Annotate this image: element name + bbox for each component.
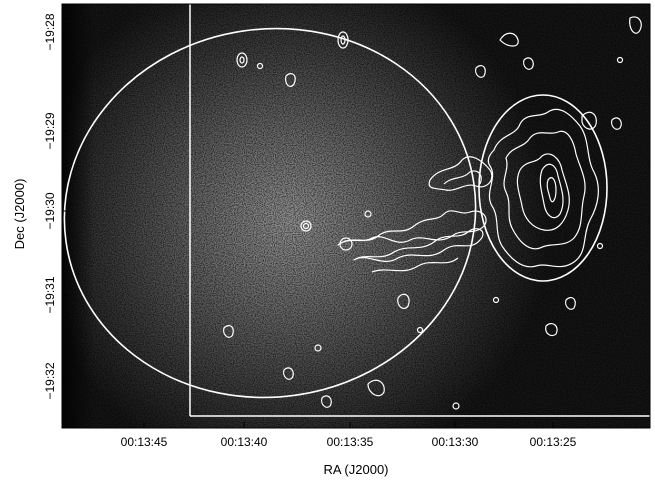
ra-tick-label: 00:13:35 <box>327 435 374 449</box>
ra-tick-label: 00:13:30 <box>432 435 479 449</box>
small-cluster-region <box>478 94 608 282</box>
dec-tick-labels: −19:28 −19:29 −19:30 −19:31 −19:32 <box>43 13 57 399</box>
ra-tick-labels: 00:13:45 00:13:40 00:13:35 00:13:30 00:1… <box>121 435 577 449</box>
x-axis-title: RA (J2000) <box>323 462 388 477</box>
dec-tick-label: −19:32 <box>43 362 57 399</box>
radio-contours-core <box>487 108 599 268</box>
ra-tick-label: 00:13:40 <box>221 435 268 449</box>
large-cluster-region <box>63 27 477 399</box>
dec-tick-label: −19:29 <box>43 112 57 149</box>
y-axis-title: Dec (J2000) <box>12 179 27 250</box>
image-panel <box>62 4 650 428</box>
ra-tick-label: 00:13:45 <box>121 435 168 449</box>
axes-frame <box>61 3 651 429</box>
dec-tick-label: −19:28 <box>43 13 57 50</box>
dec-tick-label: −19:31 <box>43 276 57 313</box>
pixel-noise-overlay <box>62 4 650 428</box>
ra-tick-label: 00:13:25 <box>530 435 577 449</box>
left-edge-shadow <box>62 4 94 428</box>
radio-contours-noise <box>223 16 642 410</box>
axis-ticks <box>62 31 554 428</box>
radio-contours-bridge <box>300 156 493 273</box>
dec-tick-label: −19:30 <box>43 192 57 229</box>
